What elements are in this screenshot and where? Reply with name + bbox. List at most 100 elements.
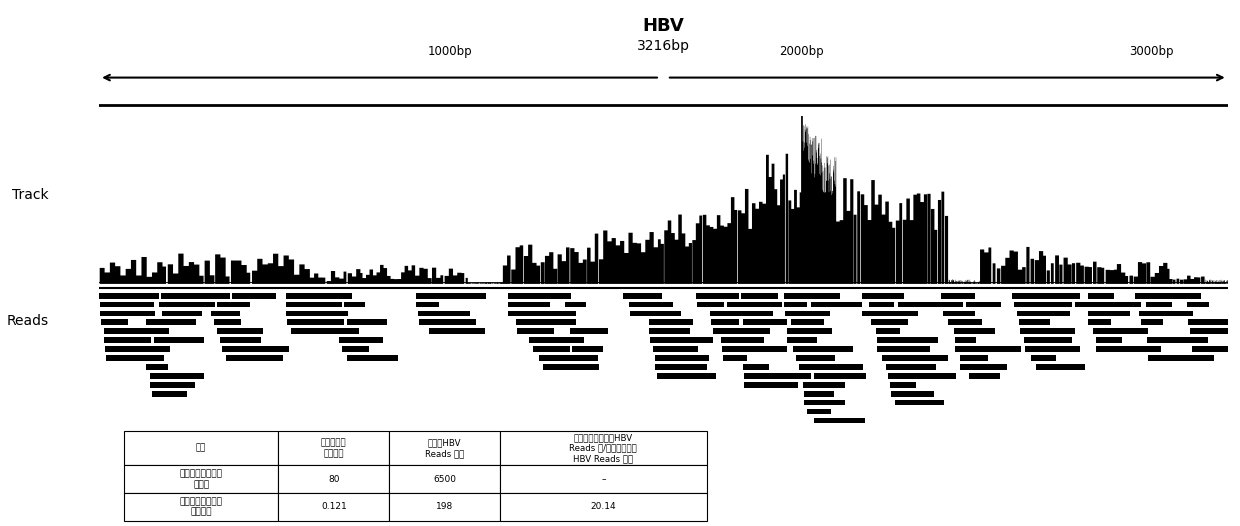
Bar bbox=[279, 431, 389, 466]
Bar bbox=[222, 346, 289, 352]
Text: 富集后的肝细胞癌
切片文库: 富集后的肝细胞癌 切片文库 bbox=[180, 497, 223, 517]
Bar bbox=[564, 302, 585, 308]
Bar bbox=[215, 319, 241, 325]
Bar bbox=[417, 293, 486, 299]
Bar bbox=[954, 328, 994, 334]
Bar bbox=[890, 382, 916, 388]
Bar bbox=[290, 328, 358, 334]
Bar bbox=[1141, 319, 1163, 325]
Bar bbox=[796, 355, 835, 361]
Text: 样本: 样本 bbox=[196, 444, 206, 453]
Bar bbox=[813, 373, 866, 379]
Bar bbox=[813, 418, 864, 423]
Bar bbox=[894, 400, 944, 406]
Bar bbox=[1012, 293, 1080, 299]
Bar bbox=[941, 293, 975, 299]
Text: 3000bp: 3000bp bbox=[1130, 45, 1174, 57]
Bar bbox=[1019, 319, 1050, 325]
Bar bbox=[723, 346, 786, 352]
Bar bbox=[655, 355, 709, 361]
Bar bbox=[232, 293, 275, 299]
Bar bbox=[878, 346, 930, 352]
Bar bbox=[653, 346, 698, 352]
Bar bbox=[508, 302, 549, 308]
Bar bbox=[533, 346, 570, 352]
Bar bbox=[960, 355, 988, 361]
Text: 2000bp: 2000bp bbox=[779, 45, 823, 57]
Bar bbox=[942, 310, 975, 316]
Bar bbox=[1092, 328, 1147, 334]
Bar bbox=[657, 373, 717, 379]
Bar bbox=[285, 293, 352, 299]
Bar bbox=[124, 493, 279, 521]
Bar bbox=[1021, 328, 1075, 334]
Bar bbox=[1148, 355, 1214, 361]
Bar bbox=[649, 319, 693, 325]
Bar bbox=[744, 382, 797, 388]
Bar bbox=[1096, 337, 1122, 343]
Bar bbox=[389, 466, 500, 493]
Bar bbox=[709, 310, 773, 316]
Text: 6500: 6500 bbox=[433, 474, 456, 484]
Bar bbox=[723, 355, 746, 361]
Bar bbox=[145, 319, 196, 325]
Bar bbox=[389, 431, 500, 466]
Bar bbox=[150, 382, 196, 388]
Bar bbox=[539, 355, 599, 361]
Text: 0.121: 0.121 bbox=[321, 502, 347, 511]
Bar bbox=[624, 293, 662, 299]
Bar bbox=[285, 302, 342, 308]
Bar bbox=[1014, 302, 1073, 308]
Bar bbox=[500, 431, 707, 466]
Bar bbox=[1087, 319, 1111, 325]
Bar bbox=[1087, 310, 1131, 316]
Bar bbox=[1138, 310, 1193, 316]
Bar bbox=[804, 400, 844, 406]
Bar bbox=[500, 493, 707, 521]
Bar bbox=[570, 328, 608, 334]
Bar bbox=[1024, 346, 1080, 352]
Text: 20.14: 20.14 bbox=[590, 502, 616, 511]
Bar bbox=[955, 346, 1022, 352]
Bar bbox=[1017, 310, 1070, 316]
Bar bbox=[217, 328, 263, 334]
Bar bbox=[105, 346, 170, 352]
Bar bbox=[968, 373, 999, 379]
Bar bbox=[960, 364, 1007, 370]
Bar bbox=[629, 302, 673, 308]
Bar bbox=[955, 337, 976, 343]
Bar bbox=[212, 310, 241, 316]
Bar bbox=[1075, 302, 1141, 308]
Bar bbox=[947, 319, 982, 325]
Bar bbox=[347, 355, 398, 361]
Bar bbox=[150, 373, 205, 379]
Bar bbox=[419, 319, 476, 325]
Bar bbox=[279, 466, 389, 493]
Bar bbox=[161, 293, 229, 299]
Bar bbox=[343, 302, 365, 308]
Bar bbox=[286, 310, 347, 316]
Bar bbox=[1146, 302, 1172, 308]
Bar bbox=[528, 337, 584, 343]
Text: 富集倍数（捕获后HBV
Reads 数/肝细胞癌组织
HBV Reads 数）: 富集倍数（捕获后HBV Reads 数/肝细胞癌组织 HBV Reads 数） bbox=[569, 433, 637, 463]
Bar bbox=[696, 293, 739, 299]
Bar bbox=[154, 337, 203, 343]
Bar bbox=[543, 364, 599, 370]
Text: 198: 198 bbox=[436, 502, 453, 511]
Bar bbox=[1024, 337, 1071, 343]
Bar bbox=[100, 310, 155, 316]
Bar bbox=[102, 319, 128, 325]
Bar bbox=[151, 391, 186, 397]
Bar bbox=[742, 293, 779, 299]
Bar bbox=[655, 364, 707, 370]
Bar bbox=[507, 293, 572, 299]
Bar bbox=[417, 302, 439, 308]
Bar bbox=[885, 364, 936, 370]
Bar bbox=[650, 337, 713, 343]
Bar bbox=[862, 310, 918, 316]
Bar bbox=[862, 293, 904, 299]
Bar bbox=[279, 493, 389, 521]
Bar bbox=[966, 302, 1001, 308]
Bar bbox=[1190, 328, 1228, 334]
Bar bbox=[99, 302, 154, 308]
